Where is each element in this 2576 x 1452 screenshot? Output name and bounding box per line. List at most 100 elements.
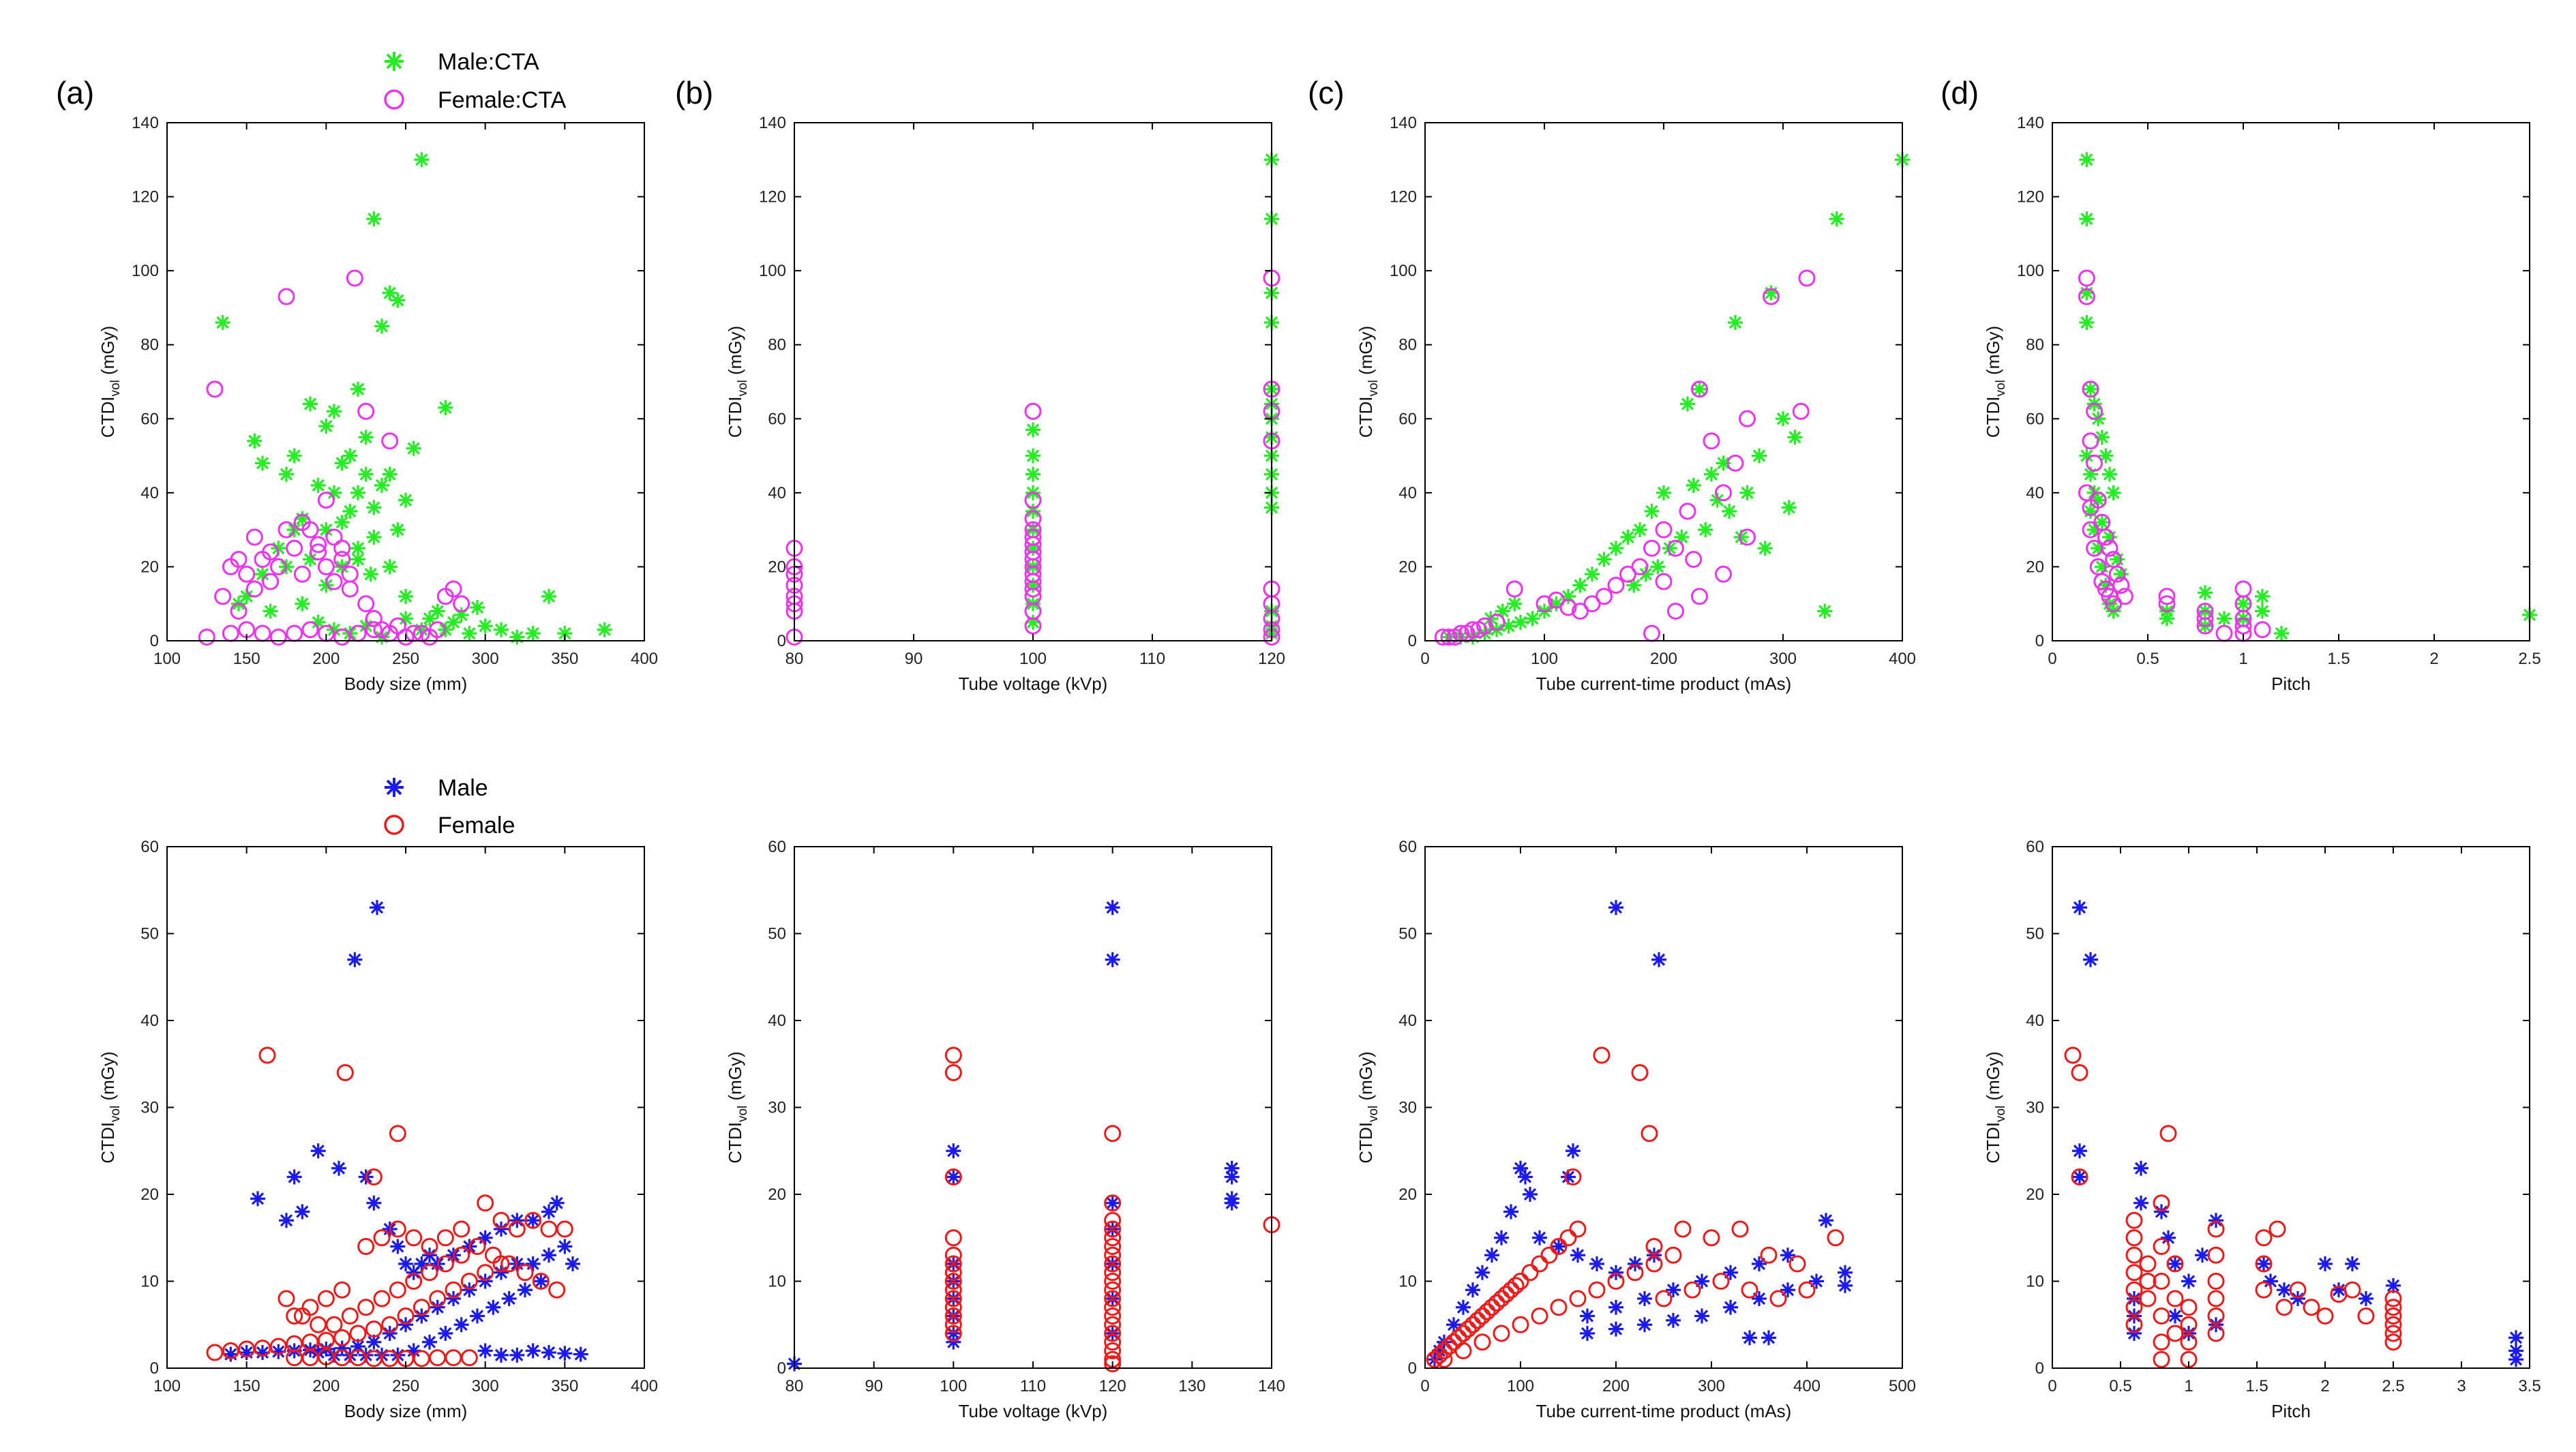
data-point xyxy=(1739,485,1755,500)
data-point xyxy=(2078,269,2095,287)
data-point xyxy=(286,448,302,464)
data-point xyxy=(2253,621,2271,639)
data-point xyxy=(1641,1125,1658,1143)
data-point xyxy=(1726,454,1744,472)
data-point xyxy=(2168,1256,2183,1271)
data-point xyxy=(1739,410,1756,427)
data-point xyxy=(1570,1247,1585,1263)
data-point xyxy=(548,1281,566,1299)
data-point xyxy=(1593,1046,1611,1064)
y-tick-label: 50 xyxy=(140,925,159,943)
data-point xyxy=(382,1326,398,1341)
data-point xyxy=(1776,411,1791,427)
data-point xyxy=(453,1246,470,1264)
y-tick-label: 10 xyxy=(140,1273,159,1291)
data-point xyxy=(462,626,477,641)
data-point xyxy=(2125,1229,2143,1247)
data-point xyxy=(278,521,295,539)
data-point xyxy=(1025,466,1040,482)
x-tick-label: 350 xyxy=(551,1377,578,1395)
x-tick-label: 2.5 xyxy=(2518,650,2541,668)
y-tick-label: 0 xyxy=(777,1359,786,1378)
data-point xyxy=(2290,1291,2305,1306)
y-axis-label: CTDIvol (mGy) xyxy=(1356,1051,1381,1163)
data-point xyxy=(2207,1307,2225,1325)
data-point xyxy=(944,1168,962,1185)
x-axis-label: Body size (mm) xyxy=(344,674,468,694)
data-point xyxy=(2196,617,2214,635)
data-point xyxy=(1838,1265,1853,1280)
data-point xyxy=(334,515,350,530)
data-point xyxy=(445,580,462,598)
x-axis-label: Tube current-time product (mAs) xyxy=(1536,1401,1792,1421)
data-point xyxy=(1506,580,1523,598)
data-point xyxy=(2166,1325,2184,1342)
data-point xyxy=(2207,1220,2225,1238)
data-point xyxy=(1637,1291,1652,1306)
data-point xyxy=(1674,1220,1692,1238)
data-point xyxy=(1656,485,1671,500)
data-point xyxy=(508,1220,526,1238)
data-point xyxy=(262,543,280,561)
data-point xyxy=(2079,211,2095,227)
data-point xyxy=(2255,1229,2273,1247)
data-point xyxy=(2159,611,2174,626)
data-point xyxy=(2079,285,2095,301)
data-point xyxy=(944,1325,962,1342)
y-tick-label: 40 xyxy=(768,1012,786,1030)
data-point xyxy=(2180,1316,2198,1333)
data-point xyxy=(1507,596,1523,611)
data-point xyxy=(460,1273,478,1290)
data-point xyxy=(1105,1195,1120,1211)
data-point xyxy=(422,611,437,626)
x-tick-label: 250 xyxy=(392,650,419,668)
data-point xyxy=(1550,1238,1568,1255)
data-point xyxy=(341,1307,359,1325)
x-tick-label: 150 xyxy=(233,650,260,668)
data-point xyxy=(279,466,294,482)
data-point xyxy=(1518,1169,1533,1185)
data-point xyxy=(1739,528,1756,546)
data-point xyxy=(278,288,295,305)
data-point xyxy=(1667,539,1684,557)
data-point xyxy=(250,1191,265,1207)
data-point xyxy=(1788,1255,1806,1273)
data-point xyxy=(2086,539,2103,557)
data-point xyxy=(1507,1277,1525,1295)
data-point xyxy=(430,1299,445,1315)
data-point xyxy=(317,491,335,509)
data-point xyxy=(397,629,415,646)
data-point xyxy=(255,455,270,471)
data-point xyxy=(333,539,351,557)
data-point xyxy=(2207,1273,2225,1290)
data-point xyxy=(2384,1299,2402,1316)
data-point xyxy=(365,1168,383,1185)
series-female-cta xyxy=(1434,269,1816,646)
data-point xyxy=(381,432,399,450)
data-point xyxy=(269,629,287,646)
legend-bottom: Male Female xyxy=(384,775,515,838)
y-tick-label: 30 xyxy=(768,1099,786,1117)
data-point xyxy=(2196,609,2214,627)
x-tick-label: 200 xyxy=(1650,650,1677,668)
data-point xyxy=(1723,1265,1738,1280)
data-point xyxy=(1105,1326,1120,1341)
data-point xyxy=(1619,565,1636,583)
y-tick-label: 60 xyxy=(2026,838,2044,856)
data-point xyxy=(944,1316,962,1333)
series-male xyxy=(2072,900,2523,1367)
y-tick-label: 20 xyxy=(768,1185,786,1204)
y-axis-label: CTDIvol (mGy) xyxy=(1983,1051,2008,1163)
data-point xyxy=(2097,528,2114,546)
data-point xyxy=(540,1220,558,1238)
x-tick-label: 200 xyxy=(312,1377,340,1395)
x-tick-label: 0 xyxy=(2048,1377,2056,1395)
data-point xyxy=(557,1346,573,1361)
data-point xyxy=(422,1334,437,1350)
data-point xyxy=(1426,1350,1443,1368)
data-point xyxy=(390,292,406,308)
y-tick-label: 60 xyxy=(2026,410,2044,428)
axes-frame xyxy=(1424,846,1903,1369)
data-point xyxy=(2125,1316,2143,1333)
legend-label-female-cta: Female:CTA xyxy=(438,87,567,113)
